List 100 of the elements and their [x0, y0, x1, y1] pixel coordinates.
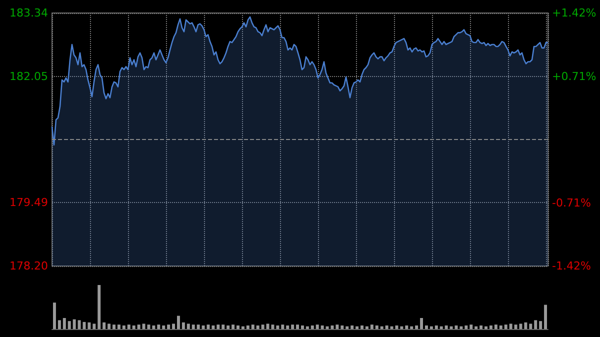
bar	[489, 325, 492, 329]
bar	[326, 326, 329, 329]
bar	[186, 324, 190, 329]
bar	[122, 325, 126, 329]
bar	[306, 326, 309, 329]
bar	[420, 318, 424, 329]
bar	[474, 326, 478, 329]
bar	[450, 326, 453, 329]
bar	[405, 325, 408, 329]
bar	[380, 326, 384, 329]
bar	[127, 324, 130, 329]
bar	[350, 325, 354, 329]
y-tick-label: 182.05	[10, 70, 48, 83]
bar	[340, 325, 344, 329]
bar	[524, 322, 528, 329]
bar	[346, 326, 349, 329]
bar	[216, 324, 220, 329]
bar	[310, 325, 314, 329]
bar	[92, 324, 96, 329]
bar	[336, 324, 339, 329]
bar	[222, 324, 225, 329]
bar	[470, 324, 473, 329]
bar	[261, 324, 264, 329]
bar	[494, 324, 498, 329]
bar	[544, 304, 548, 329]
bar	[72, 319, 76, 329]
bar	[365, 326, 368, 329]
bar	[162, 325, 166, 329]
bar	[62, 318, 66, 329]
bar	[241, 326, 244, 329]
bar	[251, 324, 254, 329]
bar	[291, 324, 294, 329]
bar	[52, 302, 56, 329]
bar	[196, 324, 200, 329]
bar	[509, 324, 512, 329]
bar	[226, 325, 230, 329]
bar	[246, 325, 250, 329]
bar	[499, 325, 502, 329]
bar	[484, 326, 488, 329]
bar	[440, 326, 443, 329]
bar	[137, 324, 140, 329]
bar	[192, 324, 195, 329]
bar	[360, 325, 364, 329]
y2-tick-label: +0.71%	[552, 70, 596, 83]
bar	[176, 316, 180, 329]
y-tick-label: 183.34	[10, 6, 48, 20]
bar	[395, 325, 398, 329]
bar	[296, 324, 300, 329]
bar	[430, 326, 433, 329]
bar	[147, 324, 150, 329]
bar	[157, 324, 160, 329]
bar	[529, 324, 532, 329]
bar	[410, 326, 414, 329]
bar	[98, 285, 101, 329]
bar	[112, 324, 116, 329]
bar	[375, 325, 378, 329]
y2-tick-label: -1.42%	[552, 260, 591, 272]
bar	[434, 325, 438, 329]
bar	[539, 321, 542, 329]
bar	[88, 322, 91, 329]
bar	[316, 324, 319, 329]
bar	[464, 325, 468, 329]
bar	[152, 325, 156, 329]
bar	[202, 325, 205, 329]
bar	[320, 325, 324, 329]
bar	[271, 324, 274, 329]
y-tick-label: 178.20	[10, 260, 48, 272]
bar	[172, 324, 176, 329]
bar	[68, 321, 71, 329]
bar	[232, 324, 235, 329]
bar	[256, 325, 260, 329]
bar	[78, 320, 81, 329]
y2-tick-label: +1.42%	[552, 6, 596, 20]
bar	[519, 324, 522, 329]
bar	[424, 325, 428, 329]
y-tick-label: 179.49	[10, 196, 48, 210]
bar	[444, 325, 448, 329]
bar	[370, 324, 374, 329]
bar	[281, 324, 284, 329]
bar	[276, 325, 280, 329]
bar	[300, 325, 304, 329]
bar	[400, 326, 404, 329]
bar	[385, 325, 388, 329]
bar	[415, 325, 418, 329]
bar	[480, 325, 483, 329]
bar	[534, 320, 538, 329]
bar	[102, 322, 106, 329]
bar	[132, 325, 136, 329]
bar	[108, 324, 111, 329]
bar	[182, 322, 185, 329]
bar	[286, 325, 290, 329]
bar	[167, 324, 170, 329]
bar	[58, 320, 61, 329]
bar	[356, 326, 359, 329]
bar	[212, 325, 215, 329]
bar	[460, 326, 463, 329]
bar	[236, 325, 240, 329]
bar	[117, 324, 120, 329]
bar	[504, 324, 508, 329]
y2-tick-label: -0.71%	[552, 196, 591, 210]
